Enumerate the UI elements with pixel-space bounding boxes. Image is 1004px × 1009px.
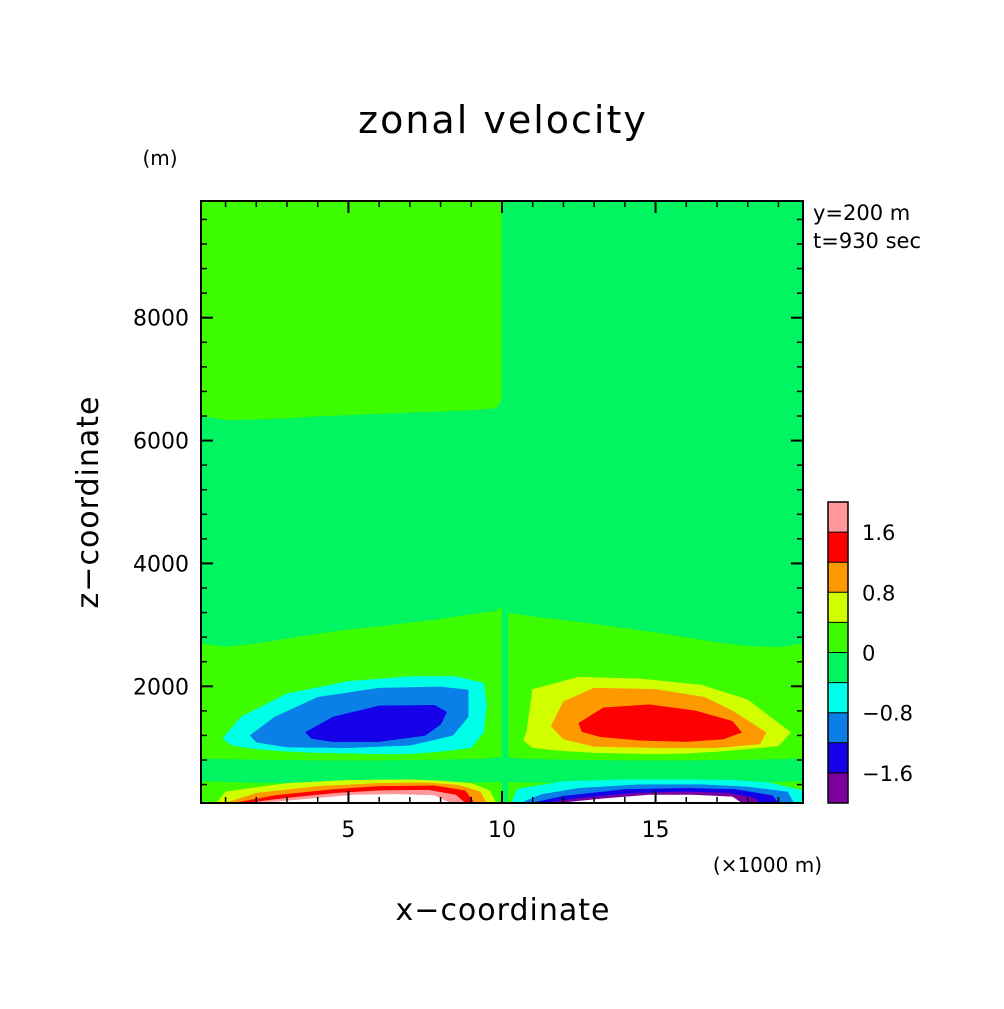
x-unit-label: (×1000 m) bbox=[713, 853, 822, 877]
contour-region-0 bbox=[501, 201, 803, 417]
contour-region-3 bbox=[201, 756, 503, 784]
contour-fill-layer bbox=[201, 201, 803, 803]
x-axis-label: x−coordinate bbox=[396, 893, 611, 928]
colorbar: −1.6 −0.8 0 0.8 1.6 bbox=[827, 501, 913, 804]
colorbar-swatch-2 bbox=[828, 712, 848, 743]
chart-title: zonal velocity bbox=[358, 98, 648, 142]
time-annotation: t=930 sec bbox=[813, 229, 921, 253]
y-tick-label: 8000 bbox=[133, 307, 189, 332]
y-tick-label: 6000 bbox=[133, 430, 189, 455]
colorbar-tick-label: 0.8 bbox=[862, 581, 895, 605]
x-tick-label: 10 bbox=[488, 818, 516, 843]
colorbar-swatch-8 bbox=[828, 532, 848, 563]
contour-region-5 bbox=[501, 201, 509, 803]
contour-region-8 bbox=[305, 705, 447, 742]
x-tick-label: 5 bbox=[341, 818, 355, 843]
colorbar-swatch-7 bbox=[828, 562, 848, 593]
colorbar-tick-label: 1.6 bbox=[862, 521, 895, 545]
colorbar-swatch-3 bbox=[828, 682, 848, 713]
colorbar-swatch-0 bbox=[828, 772, 848, 803]
contour-region-1 bbox=[201, 400, 503, 647]
colorbar-tick-label: 0 bbox=[862, 642, 875, 666]
y-axis-label: z−coordinate bbox=[71, 396, 106, 609]
colorbar-swatch-4 bbox=[828, 652, 848, 683]
colorbar-swatch-5 bbox=[828, 622, 848, 653]
axis-layer: 5 10 15 2000 4000 6000 8000 bbox=[133, 200, 804, 843]
y-tick-label: 4000 bbox=[133, 552, 189, 577]
contour-region-4 bbox=[501, 756, 803, 784]
contour-region-16 bbox=[262, 794, 451, 803]
contour-region-2 bbox=[501, 400, 803, 648]
x-tick-label: 15 bbox=[642, 818, 670, 843]
colorbar-swatch-9 bbox=[828, 502, 848, 533]
colorbar-swatch-1 bbox=[828, 742, 848, 773]
contour-region-21 bbox=[560, 794, 742, 803]
contour-region-11 bbox=[578, 704, 742, 742]
y-unit-label: (m) bbox=[142, 146, 177, 170]
y-tick-label: 2000 bbox=[133, 675, 189, 700]
y-position-annotation: y=200 m bbox=[813, 201, 910, 225]
colorbar-tick-label: −1.6 bbox=[862, 762, 913, 786]
colorbar-swatch-6 bbox=[828, 592, 848, 623]
colorbar-tick-label: −0.8 bbox=[862, 702, 913, 726]
